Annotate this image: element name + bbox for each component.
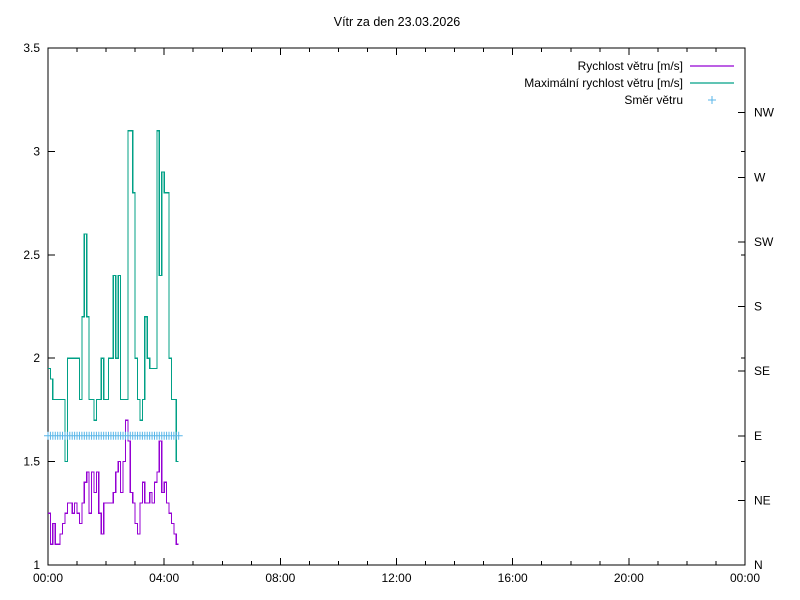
y-axis-tick-label: 3.5 [23,41,40,55]
x-axis-tick-label: 00:00 [33,571,63,585]
y-axis-labels: 1 1.5 2 2.5 3 3.5 [23,41,40,572]
direction-label: N [754,558,763,572]
x-axis-tick-label: 04:00 [149,571,179,585]
direction-label: SE [754,364,770,378]
direction-label: S [754,300,762,314]
legend-entry-label: Maximální rychlost větru [m/s] [524,76,683,90]
direction-axis: N NE E SE S SW W NW [738,106,775,572]
y-axis-tick-label: 3 [33,144,40,158]
direction-label: NE [754,493,771,507]
y-axis-tick-label: 2 [33,351,40,365]
series-wind-speed-path [48,419,179,545]
series-wind-max-path [48,130,179,463]
chart-title: Vítr za den 23.03.2026 [334,15,461,29]
x-axis-tick-label: 08:00 [265,571,295,585]
x-axis-tick-label: 12:00 [381,571,411,585]
legend: Rychlost větru [m/s] Maximální rychlost v… [524,59,734,107]
legend-plus-icon [708,96,716,104]
series-wind-direction-markers [44,431,183,440]
y-axis-ticks [48,47,745,566]
x-axis-ticks [47,48,746,565]
y-axis-tick-label: 1.5 [23,455,40,469]
plot-border [47,47,746,566]
x-axis-labels: 00:00 04:00 08:00 12:00 16:00 20:00 00:00 [33,571,760,585]
direction-label: W [754,170,766,184]
x-axis-tick-label: 00:00 [730,571,760,585]
legend-entry-label: Směr větru [624,93,683,107]
legend-entry-label: Rychlost větru [m/s] [578,59,683,73]
x-axis-tick-label: 20:00 [614,571,644,585]
direction-label: SW [754,235,774,249]
x-axis-tick-label: 16:00 [498,571,528,585]
y-axis-tick-label: 2.5 [23,248,40,262]
y-axis-tick-label: 1 [33,558,40,572]
direction-label: E [754,429,762,443]
direction-label: NW [754,106,775,120]
